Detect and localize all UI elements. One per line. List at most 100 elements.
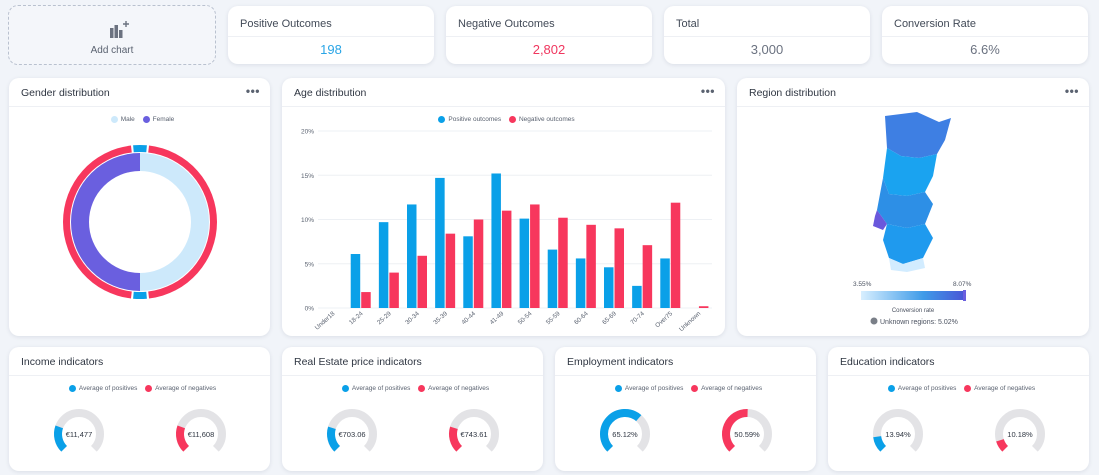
bar-negative bbox=[642, 245, 653, 308]
bar-negative bbox=[614, 228, 624, 308]
bar-positive bbox=[435, 177, 445, 308]
gauge-value-negative bbox=[176, 425, 190, 452]
x-tick-label: 18-24 bbox=[348, 310, 365, 326]
bar-positive bbox=[350, 254, 361, 308]
divider bbox=[555, 375, 816, 376]
gauge-value-positive bbox=[54, 425, 68, 452]
x-tick-label: 70-74 bbox=[629, 310, 646, 326]
x-tick-label: 50-54 bbox=[517, 310, 534, 326]
bar-negative bbox=[389, 272, 399, 308]
y-tick-label: 20% bbox=[301, 129, 314, 136]
y-tick-label: 0% bbox=[305, 306, 315, 313]
indicator-legend: Average of positives Average of negative… bbox=[828, 385, 1089, 392]
legend-dot-positive bbox=[438, 116, 446, 123]
gauge-value-negative bbox=[996, 438, 1009, 452]
gauge-track-negative bbox=[995, 409, 1045, 452]
indicator-legend: Average of positives Average of negative… bbox=[555, 385, 816, 392]
legend-dot-negative bbox=[418, 385, 426, 392]
bar-negative bbox=[445, 233, 456, 308]
divider bbox=[737, 106, 1089, 107]
gauge-track-positive bbox=[873, 409, 923, 452]
divider bbox=[9, 106, 270, 107]
age-legend: Positive outcomes Negative outcomes bbox=[282, 116, 725, 123]
more-options-icon[interactable]: ••• bbox=[245, 84, 260, 98]
bar-negative bbox=[558, 217, 568, 308]
gauge-value-negative bbox=[449, 426, 463, 452]
kpi-card-negative-outcomes: Negative Outcomes 2,802 bbox=[446, 6, 652, 64]
gauge-label-positive: €703.06 bbox=[338, 430, 365, 439]
bar-positive bbox=[519, 218, 530, 308]
unknown-regions-label: Unknown regions: 5.02% bbox=[880, 319, 958, 326]
legend-label: Negative outcomes bbox=[518, 116, 575, 123]
donut-slice-negative bbox=[148, 145, 217, 299]
add-chart-icon bbox=[110, 21, 129, 38]
x-tick-label: Unknown bbox=[678, 310, 703, 333]
legend-label: Positive outcomes bbox=[448, 116, 502, 123]
real-estate-gauges: €703.06 €743.61 bbox=[327, 409, 499, 452]
bar-positive bbox=[491, 173, 501, 308]
add-chart-button[interactable]: Add chart bbox=[8, 5, 216, 65]
more-options-icon[interactable]: ••• bbox=[1064, 84, 1079, 98]
legend-dot-negative bbox=[964, 385, 972, 392]
conversion-rate-scale bbox=[861, 291, 965, 300]
bar-negative bbox=[501, 210, 512, 308]
gauge-label-positive: €11,477 bbox=[66, 430, 93, 439]
donut-slice-female bbox=[71, 153, 140, 291]
legend-label: Female bbox=[152, 116, 175, 123]
kpi-value: 198 bbox=[320, 42, 342, 57]
income-indicators-card: Income indicators Average of positives A… bbox=[9, 347, 270, 471]
bar-positive bbox=[604, 267, 614, 308]
more-options-icon[interactable]: ••• bbox=[700, 84, 715, 98]
region-map: 3.55% 8.07% Conversion rate Unknown regi… bbox=[853, 112, 972, 326]
legend-label: Average of negatives bbox=[974, 385, 1036, 392]
bar-positive bbox=[407, 204, 417, 308]
indicator-legend: Average of positives Average of negative… bbox=[9, 385, 270, 392]
legend-label: Average of negatives bbox=[155, 385, 217, 392]
x-tick-label: 65-69 bbox=[601, 310, 618, 326]
legend-label: Average of positives bbox=[78, 385, 138, 392]
region-alentejo bbox=[883, 224, 933, 264]
kpi-title: Total bbox=[676, 18, 700, 30]
legend-dot-positive bbox=[614, 385, 622, 392]
region-center bbox=[877, 178, 933, 228]
legend-label: Average of negatives bbox=[701, 385, 763, 392]
donut-slice-positive bbox=[133, 145, 147, 153]
gauge-label-negative: €743.61 bbox=[460, 430, 487, 439]
gauge-value-negative bbox=[722, 409, 748, 452]
gender-distribution-card: Gender distribution ••• Male Female bbox=[9, 78, 270, 336]
kpi-value: 2,802 bbox=[532, 42, 566, 57]
donut-slice-male bbox=[140, 153, 209, 291]
x-tick-label: 41-49 bbox=[489, 310, 506, 326]
legend-label: Average of positives bbox=[624, 385, 684, 392]
gauge-label-positive: 13.94% bbox=[885, 430, 911, 439]
x-tick-label: 30-34 bbox=[404, 310, 421, 326]
y-tick-label: 10% bbox=[301, 217, 314, 224]
x-tick-label: 35-39 bbox=[432, 310, 449, 326]
scale-label: Conversion rate bbox=[892, 308, 935, 314]
legend-label: Male bbox=[120, 116, 135, 123]
card-title: Region distribution bbox=[749, 87, 836, 99]
legend-dot-female bbox=[142, 116, 150, 123]
divider bbox=[664, 36, 870, 37]
legend-dot-male bbox=[110, 116, 118, 123]
region-lisbon bbox=[873, 210, 887, 230]
bar-positive bbox=[575, 258, 586, 308]
legend-dot-positive bbox=[341, 385, 349, 392]
legend-label: Average of negatives bbox=[428, 385, 490, 392]
bar-negative bbox=[670, 202, 681, 308]
card-title: Gender distribution bbox=[21, 87, 110, 99]
legend-dot-negative bbox=[145, 385, 153, 392]
x-tick-label: Over75 bbox=[654, 310, 674, 329]
y-tick-label: 15% bbox=[301, 173, 314, 180]
kpi-value: 3,000 bbox=[750, 42, 784, 57]
card-title: Education indicators bbox=[840, 356, 935, 368]
gauge-value-positive bbox=[327, 426, 341, 452]
indicator-legend: Average of positives Average of negative… bbox=[282, 385, 543, 392]
gauge-label-negative: €11,608 bbox=[188, 430, 215, 439]
bar-positive bbox=[378, 222, 389, 308]
legend-label: Average of positives bbox=[897, 385, 957, 392]
add-chart-label: Add chart bbox=[90, 45, 134, 56]
income-gauges: €11,477 €11,608 bbox=[54, 409, 226, 452]
gauge-value-positive bbox=[873, 435, 887, 452]
x-tick-label: 55-59 bbox=[545, 310, 562, 326]
